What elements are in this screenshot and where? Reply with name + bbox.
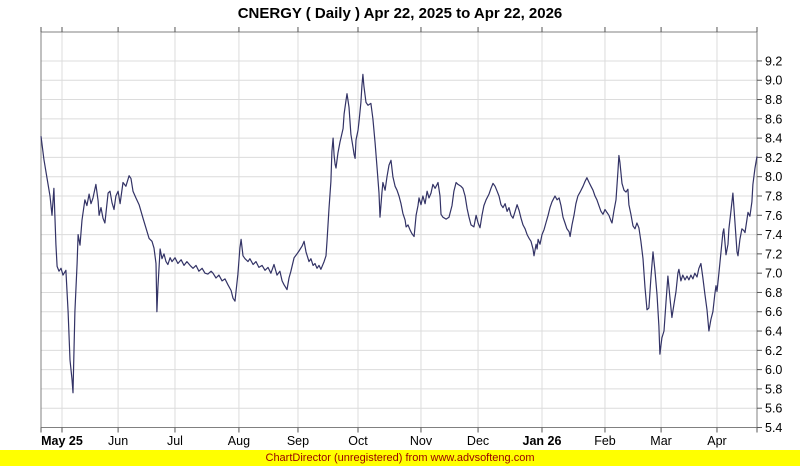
- x-tick-label: Aug: [228, 434, 250, 448]
- x-tick-label: Apr: [707, 434, 726, 448]
- x-tick-label: May 25: [41, 434, 83, 448]
- y-tick-label: 6.2: [765, 344, 782, 358]
- footer-banner: ChartDirector (unregistered) from www.ad…: [0, 450, 800, 466]
- plot-frame: [40, 31, 758, 428]
- y-tick-label: 7.4: [765, 228, 782, 242]
- x-tick-label: Sep: [287, 434, 309, 448]
- y-tick-label: 7.6: [765, 209, 782, 223]
- x-tick-label: Jun: [108, 434, 128, 448]
- x-tick-label: Jul: [167, 434, 183, 448]
- y-tick-label: 6.4: [765, 325, 782, 339]
- y-tick-label: 8.8: [765, 93, 782, 107]
- y-tick-label: 6.8: [765, 286, 782, 300]
- x-tick-label: Nov: [410, 434, 433, 448]
- y-tick-label: 5.6: [765, 402, 782, 416]
- y-tick-label: 7.0: [765, 267, 782, 281]
- y-tick-label: 5.4: [765, 421, 782, 435]
- y-tick-label: 6.0: [765, 363, 782, 377]
- y-tick-label: 7.2: [765, 247, 782, 261]
- y-tick-label: 5.8: [765, 382, 782, 396]
- y-tick-label: 8.0: [765, 170, 782, 184]
- page-title: CNERGY ( Daily ) Apr 22, 2025 to Apr 22,…: [237, 5, 563, 22]
- y-tick-label: 6.6: [765, 305, 782, 319]
- x-tick-label: Jan 26: [523, 434, 562, 448]
- x-tick-label: Oct: [348, 434, 368, 448]
- price-line: [40, 73, 758, 394]
- x-tick-label: Dec: [467, 434, 489, 448]
- x-tick-label: Mar: [650, 434, 672, 448]
- y-tick-label: 8.2: [765, 151, 782, 165]
- y-tick-label: 8.6: [765, 112, 782, 126]
- y-tick-label: 9.0: [765, 74, 782, 88]
- footer-text: ChartDirector (unregistered) from www.ad…: [265, 452, 535, 464]
- x-tick-label: Feb: [594, 434, 616, 448]
- y-tick-label: 9.2: [765, 54, 782, 68]
- y-tick-label: 7.8: [765, 189, 782, 203]
- y-tick-label: 8.4: [765, 132, 782, 146]
